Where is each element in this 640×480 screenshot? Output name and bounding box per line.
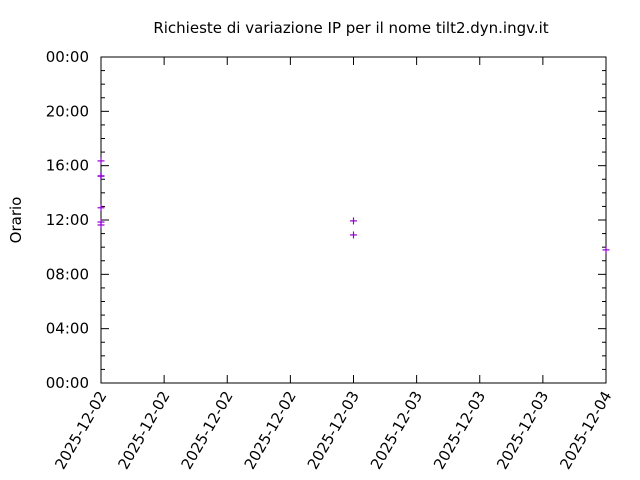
data-point xyxy=(350,231,357,239)
x-tick-label: 2025-12-02 xyxy=(241,388,300,473)
x-tick-label: 2025-12-03 xyxy=(304,388,363,473)
data-point xyxy=(602,246,610,254)
y-tick-label: 16:00 xyxy=(46,157,89,175)
x-tick-label: 2025-12-02 xyxy=(114,388,173,473)
y-tick-label: 00:00 xyxy=(46,374,89,392)
x-tick-label: 2025-12-02 xyxy=(178,388,237,473)
y-axis-label: Orario xyxy=(7,197,25,244)
x-tick-label: 2025-12-02 xyxy=(51,388,110,473)
x-tick-label: 2025-12-03 xyxy=(493,388,552,473)
y-tick-label: 20:00 xyxy=(46,102,89,120)
y-tick-label: 12:00 xyxy=(46,211,89,229)
data-point xyxy=(97,157,105,165)
data-point xyxy=(97,172,105,180)
y-tick-label: 00:00 xyxy=(46,48,89,66)
data-point xyxy=(97,221,105,229)
y-tick-label: 08:00 xyxy=(46,265,89,283)
chart-title: Richieste di variazione IP per il nome t… xyxy=(153,19,548,37)
data-point xyxy=(97,204,105,212)
x-tick-label: 2025-12-03 xyxy=(430,388,489,473)
x-tick-label: 2025-12-03 xyxy=(367,388,426,473)
x-tick-label: 2025-12-04 xyxy=(556,388,615,473)
y-tick-label: 04:00 xyxy=(46,320,89,338)
data-point xyxy=(350,217,357,225)
